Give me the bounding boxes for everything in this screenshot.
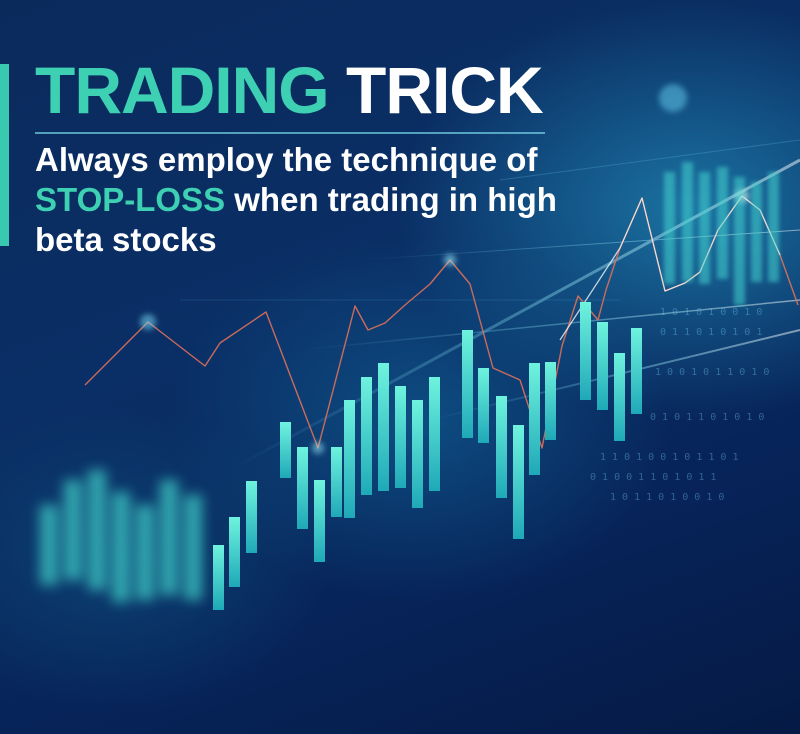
svg-text:0 1 0 1 1 0 1 0 1 0: 0 1 0 1 1 0 1 0 1 0 [650, 412, 764, 423]
background-candles [664, 162, 779, 305]
svg-text:0 1 1 0 1 0 1 0 1: 0 1 1 0 1 0 1 0 1 [660, 327, 762, 338]
blurred-candles [40, 470, 202, 602]
candlestick [462, 330, 473, 438]
candlestick [478, 368, 489, 443]
candlestick [597, 322, 608, 410]
svg-text:1 0 0 1 0 1 1 0 1 0: 1 0 0 1 0 1 1 0 1 0 [655, 367, 769, 378]
background-candlestick [717, 167, 728, 279]
blurred-candlestick [136, 505, 154, 600]
background-candlestick [699, 172, 710, 284]
blurred-candlestick [40, 505, 58, 585]
title-trick: TRICK [346, 53, 544, 127]
candlestick [314, 480, 325, 562]
blurred-candlestick [112, 492, 130, 602]
candlestick [545, 362, 556, 440]
binary-digits: 1 0 1 0 1 0 0 1 0 0 1 1 0 1 0 1 0 1 1 0 … [590, 307, 769, 503]
stop-loss-highlight: STOP-LOSS [35, 181, 226, 218]
candlestick [631, 328, 642, 414]
candlestick [280, 422, 291, 478]
candlestick [429, 377, 440, 491]
candlestick [378, 363, 389, 491]
candlestick [614, 353, 625, 441]
background-candlestick [734, 177, 745, 305]
blurred-candlestick [184, 495, 202, 600]
background-candlestick [664, 172, 675, 284]
candlestick [580, 302, 591, 400]
candlestick [344, 400, 355, 518]
candlestick [412, 400, 423, 508]
tip-line-2: when trading in high [234, 181, 557, 218]
candlestick [395, 386, 406, 488]
background-candlestick [751, 182, 762, 282]
accent-bar [0, 64, 9, 246]
tip-line-3: beta stocks [35, 221, 217, 258]
title-trading: TRADING [35, 53, 330, 127]
tip-text: Always employ the technique of STOP-LOSS … [35, 140, 575, 260]
background-candlestick [768, 172, 779, 282]
candlestick [496, 396, 507, 498]
tip-line-1: Always employ the technique of [35, 141, 538, 178]
candlestick [513, 425, 524, 539]
title-divider [35, 132, 545, 134]
candlesticks [213, 302, 642, 610]
page-title: TRADING TRICK [35, 52, 544, 128]
candlestick [331, 447, 342, 517]
candlestick [529, 363, 540, 475]
candlestick [297, 447, 308, 529]
background-candlestick [682, 162, 693, 282]
svg-text:1 0 1 1 0 1 0 0 1 0: 1 0 1 1 0 1 0 0 1 0 [610, 492, 724, 503]
blurred-candlestick [64, 480, 82, 580]
candlestick [361, 377, 372, 495]
svg-text:1 0 1 0 1 0 0 1 0: 1 0 1 0 1 0 0 1 0 [660, 307, 762, 318]
blurred-candlestick [88, 470, 106, 590]
candlestick [213, 545, 224, 610]
candlestick [229, 517, 240, 587]
svg-text:0 1 0 0 1 1 0 1 0 1 1: 0 1 0 0 1 1 0 1 0 1 1 [590, 472, 716, 483]
candlestick [246, 481, 257, 553]
blurred-candlestick [160, 480, 178, 595]
svg-text:1 1 0 1 0 0 1 0 1 1 0 1: 1 1 0 1 0 0 1 0 1 1 0 1 [600, 452, 738, 463]
